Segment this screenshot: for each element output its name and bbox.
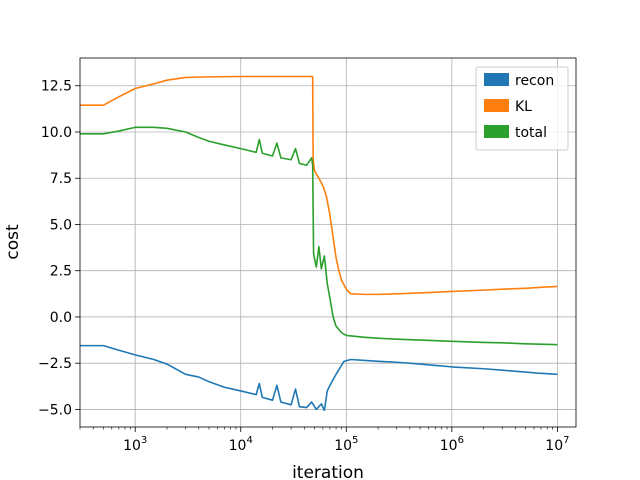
x-axis-title: iteration bbox=[292, 463, 364, 480]
series-line-recon bbox=[80, 344, 558, 412]
x-tick-label-base: 10 bbox=[123, 438, 141, 454]
y-tick-label: 2.5 bbox=[50, 264, 72, 280]
legend-label-total: total bbox=[515, 125, 547, 141]
series-line-kl bbox=[80, 75, 558, 296]
legend: recon KL total bbox=[475, 66, 569, 151]
legend-swatch-recon bbox=[484, 73, 509, 86]
x-tick-label: 104 bbox=[229, 435, 253, 454]
y-tick-label: 10.0 bbox=[41, 125, 72, 141]
x-tick-label-exponent: 6 bbox=[458, 435, 464, 446]
plot-frame bbox=[79, 57, 577, 428]
x-tick-label-base: 10 bbox=[229, 438, 247, 454]
x-tick-label-exponent: 5 bbox=[352, 435, 358, 446]
series-lines bbox=[80, 75, 558, 412]
x-tick-label: 103 bbox=[123, 435, 147, 454]
y-tick-label: 12.5 bbox=[41, 79, 72, 95]
x-tick-label: 107 bbox=[545, 435, 569, 454]
x-tick-labels: 103 104 105 106 107 bbox=[123, 435, 569, 454]
x-tick-label-base: 10 bbox=[440, 438, 458, 454]
x-tick-label-exponent: 4 bbox=[246, 435, 252, 446]
grid bbox=[80, 58, 576, 427]
y-tick-label: 7.5 bbox=[50, 171, 72, 187]
x-tick-label: 105 bbox=[334, 435, 358, 454]
legend-swatch-total bbox=[484, 125, 509, 138]
x-tick-label-exponent: 3 bbox=[141, 435, 147, 446]
series-line-total bbox=[80, 126, 558, 346]
x-tick-label-base: 10 bbox=[545, 438, 563, 454]
y-tick-label: 0.0 bbox=[50, 310, 72, 326]
y-axis-title: cost bbox=[3, 224, 23, 260]
legend-label-recon: recon bbox=[515, 73, 554, 89]
x-tick-label-exponent: 7 bbox=[563, 435, 569, 446]
legend-swatch-kl bbox=[484, 99, 509, 112]
y-tick-label: 5.0 bbox=[50, 217, 72, 233]
x-tick-label-base: 10 bbox=[334, 438, 352, 454]
ticks bbox=[75, 85, 558, 432]
y-tick-label: −5.0 bbox=[38, 402, 72, 418]
legend-label-kl: KL bbox=[515, 99, 532, 115]
y-tick-labels: −5.0 −2.5 0.0 2.5 5.0 7.5 10.0 12.5 bbox=[38, 79, 72, 419]
y-tick-label: −2.5 bbox=[38, 356, 72, 372]
x-tick-label: 106 bbox=[440, 435, 464, 454]
